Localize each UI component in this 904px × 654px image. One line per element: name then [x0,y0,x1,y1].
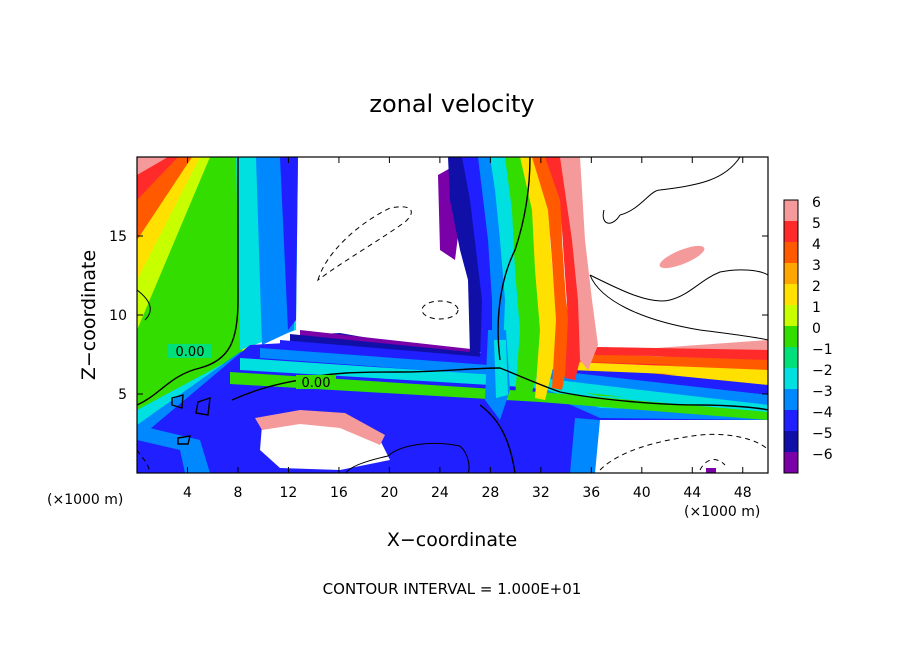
lower-right-patch [590,420,768,473]
bottom-center-purple-spot [706,468,716,473]
colorbar-label: −6 [812,447,833,463]
x-tick-label: 44 [683,485,701,501]
x-tick-label: 48 [734,485,752,501]
colorbar-swatch [784,263,798,284]
zero-contours [137,157,768,473]
colorbar-swatch [784,389,798,410]
colorbar-swatch [784,431,798,452]
colorbar-swatch [784,347,798,368]
right-column-red [545,157,585,380]
contour-label-1: 0.00 [176,345,205,360]
x-tick-label: 12 [280,485,298,501]
colorbar: 6 5 4 3 2 1 0 −1 −2 −3 −4 −5 −6 [783,195,833,474]
x-tick-label: 28 [481,485,499,501]
colorbar-label: 0 [812,321,821,337]
left-column-darkblue [280,157,298,330]
y-axis-label: Z−coordinate [78,250,100,380]
contour-interval-note: CONTOUR INTERVAL = 1.000E+01 [323,580,582,598]
colorbar-swatch [784,368,798,389]
x-tick-label: 20 [380,485,398,501]
lower-left-patch-pink [255,410,385,445]
colorbar-swatch [784,242,798,263]
colorbar-swatch [784,200,798,221]
x-axis-ticks: 4 8 12 16 20 24 28 32 36 40 44 48 [183,157,752,501]
x-tick-label: 16 [330,485,348,501]
colorbar-label: −1 [812,342,833,358]
colorbar-label: −4 [812,405,833,421]
x-unit-right: (×1000 m) [684,504,760,520]
colorbar-label: 5 [812,216,821,232]
right-column-pink [560,157,598,370]
midband-yellow [520,360,768,378]
right-column-orange [532,157,572,390]
colorbar-label: 1 [812,300,821,316]
contour-label-2: 0.00 [302,376,331,391]
colorbar-label: −3 [812,384,833,400]
contour-label-bg-1 [168,344,212,358]
y-tick-label: 15 [109,229,127,245]
colorbar-label: −2 [812,363,833,379]
y-tick-label: 10 [109,308,127,324]
negative-contours [137,206,768,473]
x-tick-label: 32 [532,485,550,501]
colorbar-label: 3 [812,258,821,274]
upper-right-pink-patch [659,245,705,269]
colorbar-swatch [784,305,798,326]
colorbar-swatch [784,284,798,305]
left-column-green [137,157,244,420]
colorbar-label: −5 [812,426,833,442]
x-tick-label: 36 [582,485,600,501]
colorbar-swatch [784,410,798,431]
colorbar-label: 4 [812,237,821,253]
colorbar-swatch [784,326,798,347]
x-axis-label: X−coordinate [387,529,517,551]
chart-title: zonal velocity [369,90,534,118]
x-tick-label: 40 [633,485,651,501]
plot-field [137,157,768,473]
bottom-left-darkblue-spot [137,440,185,473]
midband-red [540,346,768,358]
colorbar-label: 2 [812,279,821,295]
colorbar-label: 6 [812,195,821,211]
contour-label-bg-2 [296,375,336,389]
colorbar-frame [783,199,799,474]
x-tick-label: 4 [183,485,192,501]
x-tick-label: 8 [233,485,242,501]
x-unit-left: (×1000 m) [47,492,123,508]
y-axis-ticks: 5 10 15 [109,229,768,403]
positive-contours [137,157,768,473]
y-tick-label: 5 [118,387,127,403]
colorbar-swatch [784,221,798,242]
x-tick-label: 24 [431,485,449,501]
colorbar-swatch [784,452,798,473]
lower-right-blue [570,418,600,473]
